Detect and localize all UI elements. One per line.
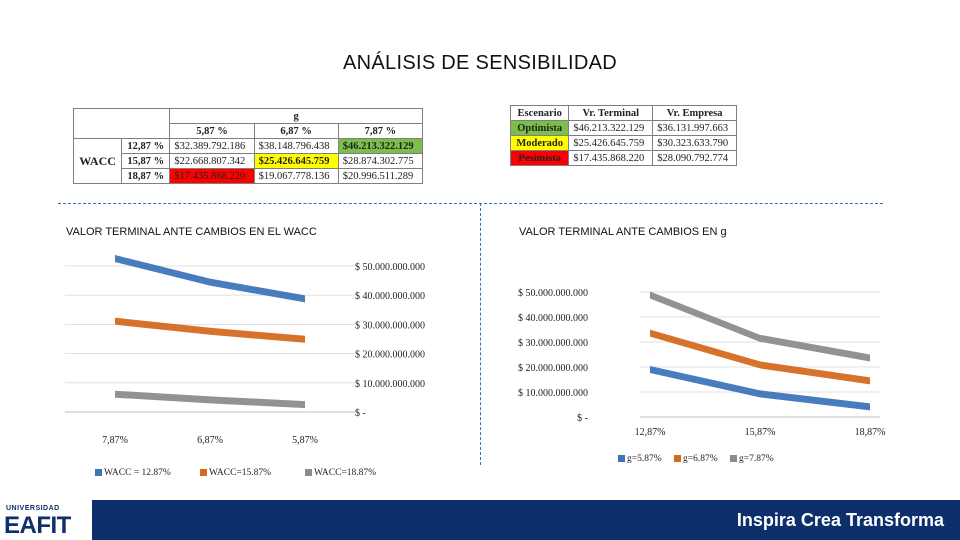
y-tick-label: $ 50.000.000.000 — [518, 288, 588, 299]
g-value: 5,87 % — [169, 123, 255, 139]
corner-cell — [72, 108, 171, 139]
scenario-table: Escenario Vr. Terminal Vr. Empresa Optim… — [509, 105, 737, 166]
g-value: 7,87 % — [337, 123, 424, 139]
divider-horizontal — [58, 203, 883, 204]
x-tick-label: 18,87% — [855, 427, 886, 438]
series-ribbon — [650, 291, 870, 362]
table-cell: $22.668.807.342 — [169, 153, 255, 169]
wacc-value: 15,87 % — [121, 153, 171, 169]
legend-swatch — [305, 469, 312, 476]
y-tick-label: $ - — [577, 413, 588, 424]
legend-label: g=6.87% — [683, 454, 718, 464]
g-value: 6,87 % — [253, 123, 339, 139]
terminal-header: Vr. Terminal — [568, 105, 654, 121]
x-tick-label: 15,87% — [745, 427, 776, 438]
scenario-terminal: $17.435.868.220 — [568, 150, 654, 166]
legend-swatch — [618, 455, 625, 462]
table-cell-optimista: $46.213.322.129 — [337, 138, 424, 154]
scenario-empresa: $28.090.792.774 — [652, 150, 737, 166]
scenario-empresa: $30.323.633.790 — [652, 135, 737, 151]
legend-swatch — [674, 455, 681, 462]
g-header: g — [169, 108, 423, 124]
series-ribbon — [115, 390, 305, 409]
table-cell: $20.996.511.289 — [337, 168, 424, 184]
table-cell: $38.148.796.438 — [253, 138, 339, 154]
x-tick-label: 6,87% — [197, 435, 223, 446]
logo-eafit: EAFIT — [4, 512, 71, 539]
scenario-terminal: $25.426.645.759 — [568, 135, 654, 151]
slogan: Inspira Crea Transforma — [736, 510, 944, 530]
wacc-value: 12,87 % — [121, 138, 171, 154]
legend-swatch — [730, 455, 737, 462]
y-tick-label: $ 40.000.000.000 — [518, 313, 588, 324]
y-tick-label: $ 30.000.000.000 — [518, 338, 588, 349]
table-cell: $19.067.778.136 — [253, 168, 339, 184]
y-tick-label: $ 50.000.000.000 — [355, 262, 425, 273]
table-cell: $32.389.792.186 — [169, 138, 255, 154]
y-tick-label: $ 10.000.000.000 — [355, 379, 425, 390]
legend-label: WACC=18.87% — [314, 468, 376, 478]
empresa-header: Vr. Empresa — [652, 105, 737, 121]
table-cell: $28.874.302.775 — [337, 153, 424, 169]
legend-label: g=5.87% — [627, 454, 662, 464]
divider-vertical — [480, 203, 481, 465]
y-tick-label: $ 10.000.000.000 — [518, 388, 588, 399]
series-ribbon — [115, 317, 305, 343]
y-tick-label: $ - — [355, 408, 366, 419]
series-ribbon — [650, 366, 870, 411]
table-cell-pesimista: $17.435.868.220 — [169, 168, 255, 184]
y-tick-label: $ 30.000.000.000 — [355, 320, 425, 331]
legend-label: WACC = 12.87% — [104, 468, 171, 478]
x-tick-label: 5,87% — [292, 435, 318, 446]
right-chart-title: VALOR TERMINAL ANTE CAMBIOS EN g — [519, 226, 727, 238]
scenario-moderado: Moderado — [509, 135, 570, 151]
chart-wacc: $ 50.000.000.000 $ 40.000.000.000 $ 30.000… — [65, 255, 425, 478]
left-chart-title: VALOR TERMINAL ANTE CAMBIOS EN EL WACC — [66, 226, 317, 238]
series-ribbon — [650, 329, 870, 385]
table-cell-moderado: $25.426.645.759 — [253, 153, 339, 169]
x-tick-label: 7,87% — [102, 435, 128, 446]
footer-bar — [92, 500, 960, 540]
y-tick-label: $ 40.000.000.000 — [355, 291, 425, 302]
scenario-empresa: $36.131.997.663 — [652, 120, 737, 136]
legend-label: g=7.87% — [739, 454, 774, 464]
legend-swatch — [200, 469, 207, 476]
wacc-value: 18,87 % — [121, 168, 171, 184]
series-ribbon — [115, 255, 305, 303]
scenario-optimista: Optimista — [509, 120, 570, 136]
logo-university: UNIVERSIDAD — [6, 505, 60, 512]
scenario-header: Escenario — [509, 105, 570, 121]
scenario-terminal: $46.213.322.129 — [568, 120, 654, 136]
legend-swatch — [95, 469, 102, 476]
y-tick-label: $ 20.000.000.000 — [518, 363, 588, 374]
scenario-pesimista: Pesimista — [509, 150, 570, 166]
x-tick-label: 12,87% — [635, 427, 666, 438]
y-tick-label: $ 20.000.000.000 — [355, 350, 425, 361]
page-title: ANÁLISIS DE SENSIBILIDAD — [343, 52, 617, 74]
chart-g: $ 50.000.000.000 $ 40.000.000.000 $ 30.000… — [518, 288, 886, 464]
sensitivity-table: g 5,87 % 6,87 % 7,87 % WACC 12,87 % $32.… — [72, 108, 424, 184]
legend-label: WACC=15.87% — [209, 468, 271, 478]
wacc-header: WACC — [72, 138, 123, 184]
